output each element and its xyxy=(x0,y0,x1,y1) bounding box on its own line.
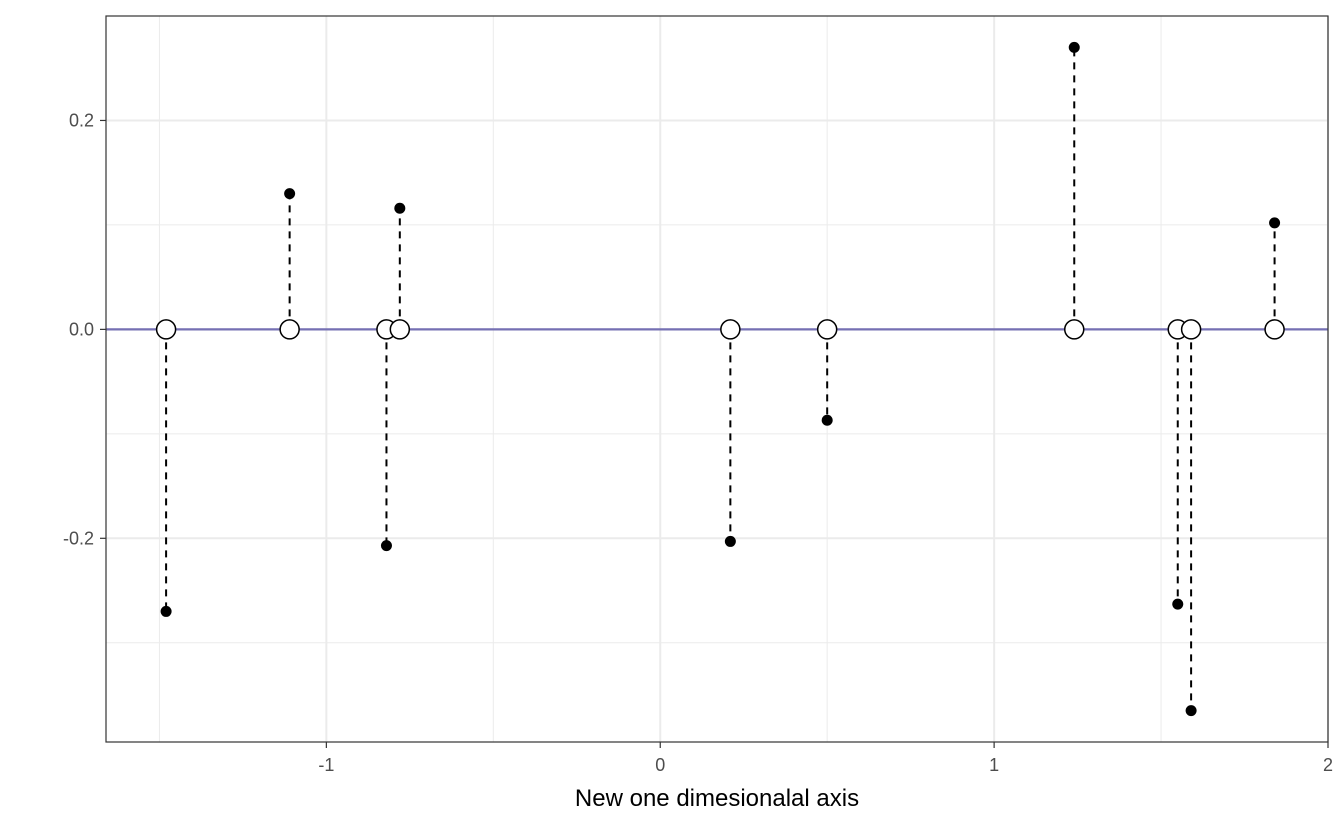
data-point xyxy=(284,188,296,200)
projected-point xyxy=(1180,319,1202,340)
y-axis: -0.2 0.0 0.2 xyxy=(63,110,106,548)
x-tick-label: -1 xyxy=(318,755,334,775)
x-tick-label: 2 xyxy=(1323,755,1333,775)
x-axis: -1 0 1 2 xyxy=(318,742,1333,775)
panel-border xyxy=(105,15,1329,743)
projected-point xyxy=(816,319,838,340)
projected-points xyxy=(155,319,1285,340)
projected-point xyxy=(279,319,300,340)
data-point xyxy=(821,414,833,426)
data-point xyxy=(160,605,172,617)
y-tick-label: 0.2 xyxy=(69,110,94,130)
original-points xyxy=(160,41,1281,717)
projected-point xyxy=(720,319,741,340)
data-point xyxy=(1185,705,1197,717)
panel-background xyxy=(106,16,1328,742)
data-point xyxy=(1172,598,1184,610)
x-axis-title: New one dimesionalal axis xyxy=(575,785,859,812)
data-point xyxy=(1269,217,1281,229)
data-point xyxy=(380,540,392,552)
residual-segments xyxy=(165,47,1276,711)
projected-point xyxy=(389,319,411,340)
data-point xyxy=(1068,41,1080,53)
projected-point xyxy=(1264,319,1285,340)
data-point xyxy=(724,535,736,547)
projected-point xyxy=(1064,319,1085,340)
grid-minor xyxy=(106,15,1328,742)
x-tick-label: 0 xyxy=(655,755,665,775)
data-point xyxy=(394,202,406,214)
projected-point xyxy=(155,319,177,340)
x-tick-label: 1 xyxy=(989,755,999,775)
y-tick-label: 0.0 xyxy=(69,319,94,339)
y-tick-label: -0.2 xyxy=(63,528,94,548)
